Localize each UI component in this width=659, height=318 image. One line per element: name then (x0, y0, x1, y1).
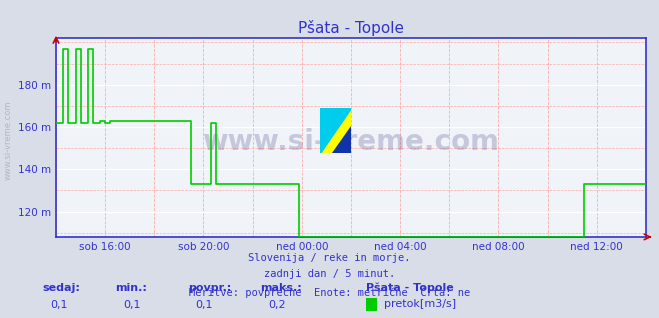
Text: 0,1: 0,1 (123, 301, 141, 310)
Polygon shape (320, 108, 351, 153)
Text: pretok[m3/s]: pretok[m3/s] (384, 299, 455, 309)
Text: www.si-vreme.com: www.si-vreme.com (202, 128, 500, 156)
Text: sedaj:: sedaj: (43, 283, 80, 293)
Text: Meritve: povprečne  Enote: metrične  Črta: ne: Meritve: povprečne Enote: metrične Črta:… (189, 286, 470, 298)
Text: min.:: min.: (115, 283, 147, 293)
Text: povpr.:: povpr.: (188, 283, 231, 293)
Text: zadnji dan / 5 minut.: zadnji dan / 5 minut. (264, 269, 395, 279)
Text: www.si-vreme.com: www.si-vreme.com (3, 100, 13, 180)
Text: 0,1: 0,1 (196, 301, 214, 310)
Text: Slovenija / reke in morje.: Slovenija / reke in morje. (248, 253, 411, 263)
Text: maks.:: maks.: (260, 283, 302, 293)
Polygon shape (320, 108, 351, 153)
Text: 0,2: 0,2 (268, 301, 286, 310)
Text: Pšata - Topole: Pšata - Topole (366, 282, 453, 293)
Title: Pšata - Topole: Pšata - Topole (298, 20, 404, 36)
Text: 0,1: 0,1 (51, 301, 69, 310)
Polygon shape (332, 126, 351, 153)
